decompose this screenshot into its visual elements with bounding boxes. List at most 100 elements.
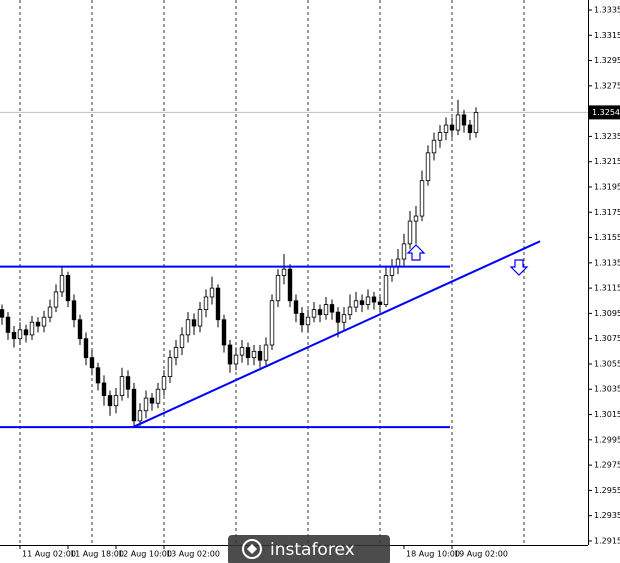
- candle-body: [317, 309, 323, 316]
- y-tick-label: 1.3315: [594, 31, 620, 40]
- candle-body: [323, 304, 329, 316]
- y-tick-label: 1.3295: [594, 56, 620, 65]
- candle-body: [95, 367, 101, 384]
- candle-body: [113, 395, 119, 407]
- x-tick-label: 18 Aug 10:00: [406, 550, 460, 559]
- candle-body: [443, 124, 449, 134]
- candle-body: [371, 296, 377, 303]
- y-tick-label: 1.3135: [594, 258, 620, 267]
- annotation-line: [132, 240, 541, 429]
- candle-body: [437, 132, 443, 141]
- candle-body: [125, 376, 131, 390]
- candle-body: [365, 296, 371, 305]
- candle-body: [185, 319, 191, 336]
- y-tick-label: 1.2995: [594, 435, 620, 444]
- candle-body: [137, 410, 143, 422]
- candle-body: [41, 316, 47, 327]
- candle-body: [197, 309, 203, 327]
- candle-body: [257, 350, 263, 361]
- candle-body: [467, 124, 473, 134]
- candle-body: [347, 306, 353, 316]
- candle-body: [287, 268, 293, 302]
- y-tick-label: 1.3035: [594, 385, 620, 394]
- candle-body: [263, 344, 269, 361]
- candle-body: [65, 275, 71, 302]
- candle-body: [77, 319, 83, 340]
- candle-body: [227, 344, 233, 365]
- candle-body: [149, 397, 155, 404]
- y-tick-label: 1.3175: [594, 208, 620, 217]
- candle-body: [353, 300, 359, 308]
- candle-body: [71, 300, 77, 321]
- watermark-logo-mark: [247, 544, 257, 554]
- x-tick-label: 13 Aug 02:00: [166, 550, 220, 559]
- candle-body: [191, 319, 197, 327]
- candle-body: [131, 388, 137, 422]
- candle-body: [221, 319, 227, 346]
- candle-body: [233, 354, 239, 365]
- y-tick-label: 1.3335: [594, 5, 620, 14]
- candle-body: [407, 220, 413, 245]
- candle-body: [473, 111, 479, 134]
- x-tick-label: 12 Aug 10:00: [118, 550, 172, 559]
- candle-body: [431, 139, 437, 154]
- candle-body: [275, 275, 281, 302]
- price-label-box: [589, 105, 620, 120]
- candle-body: [305, 316, 311, 326]
- price-label: 1.3254: [592, 108, 620, 117]
- grid-layer: [0, 0, 588, 545]
- candle-body: [419, 180, 425, 217]
- candle-body: [395, 258, 401, 268]
- candle-body: [359, 300, 365, 305]
- candle-body: [203, 296, 209, 311]
- marks-layer: [0, 99, 541, 429]
- watermark-box: [228, 535, 390, 563]
- candle-body: [335, 311, 341, 323]
- candle-body: [245, 347, 251, 359]
- x-tick-label: 19 Aug 02:00: [454, 550, 508, 559]
- candle-body: [143, 397, 149, 412]
- y-tick-label: 1.3195: [594, 182, 620, 191]
- candle-body: [311, 309, 317, 318]
- up-arrow: [406, 244, 426, 261]
- candle-body: [17, 329, 23, 340]
- candle-body: [119, 376, 125, 396]
- candle-body: [455, 114, 461, 131]
- y-tick-label: 1.3155: [594, 233, 620, 242]
- y-tick-label: 1.3235: [594, 132, 620, 141]
- candle-body: [215, 287, 221, 321]
- candle-body: [89, 357, 95, 369]
- candle-body: [425, 152, 431, 182]
- watermark: instaforex: [228, 535, 390, 563]
- watermark-text: instaforex: [270, 540, 355, 560]
- candle-body: [251, 350, 257, 359]
- candle-body: [59, 275, 65, 293]
- candle-body: [179, 334, 185, 348]
- y-tick-label: 1.3115: [594, 284, 620, 293]
- candle-body: [167, 357, 173, 378]
- candle-body: [101, 382, 107, 396]
- candle-body: [377, 301, 383, 305]
- candle-body: [341, 314, 347, 323]
- candle-body: [281, 268, 287, 276]
- candle-body: [461, 114, 467, 126]
- candle-body: [161, 376, 167, 390]
- candle-body: [53, 291, 59, 308]
- candle-body: [389, 266, 395, 276]
- candle-body: [293, 300, 299, 314]
- candle-body: [83, 338, 89, 359]
- x-tick-label: 11 Aug 18:00: [70, 550, 124, 559]
- y-tick-label: 1.3095: [594, 309, 620, 318]
- candle-body: [299, 312, 305, 326]
- candle-body: [107, 395, 113, 407]
- y-tick-label: 1.3075: [594, 334, 620, 343]
- candle-body: [401, 243, 407, 260]
- candle-body: [155, 388, 161, 404]
- candle-body: [23, 329, 29, 336]
- candle-body: [383, 275, 389, 305]
- x-tick-label: 11 Aug 02:00: [22, 550, 76, 559]
